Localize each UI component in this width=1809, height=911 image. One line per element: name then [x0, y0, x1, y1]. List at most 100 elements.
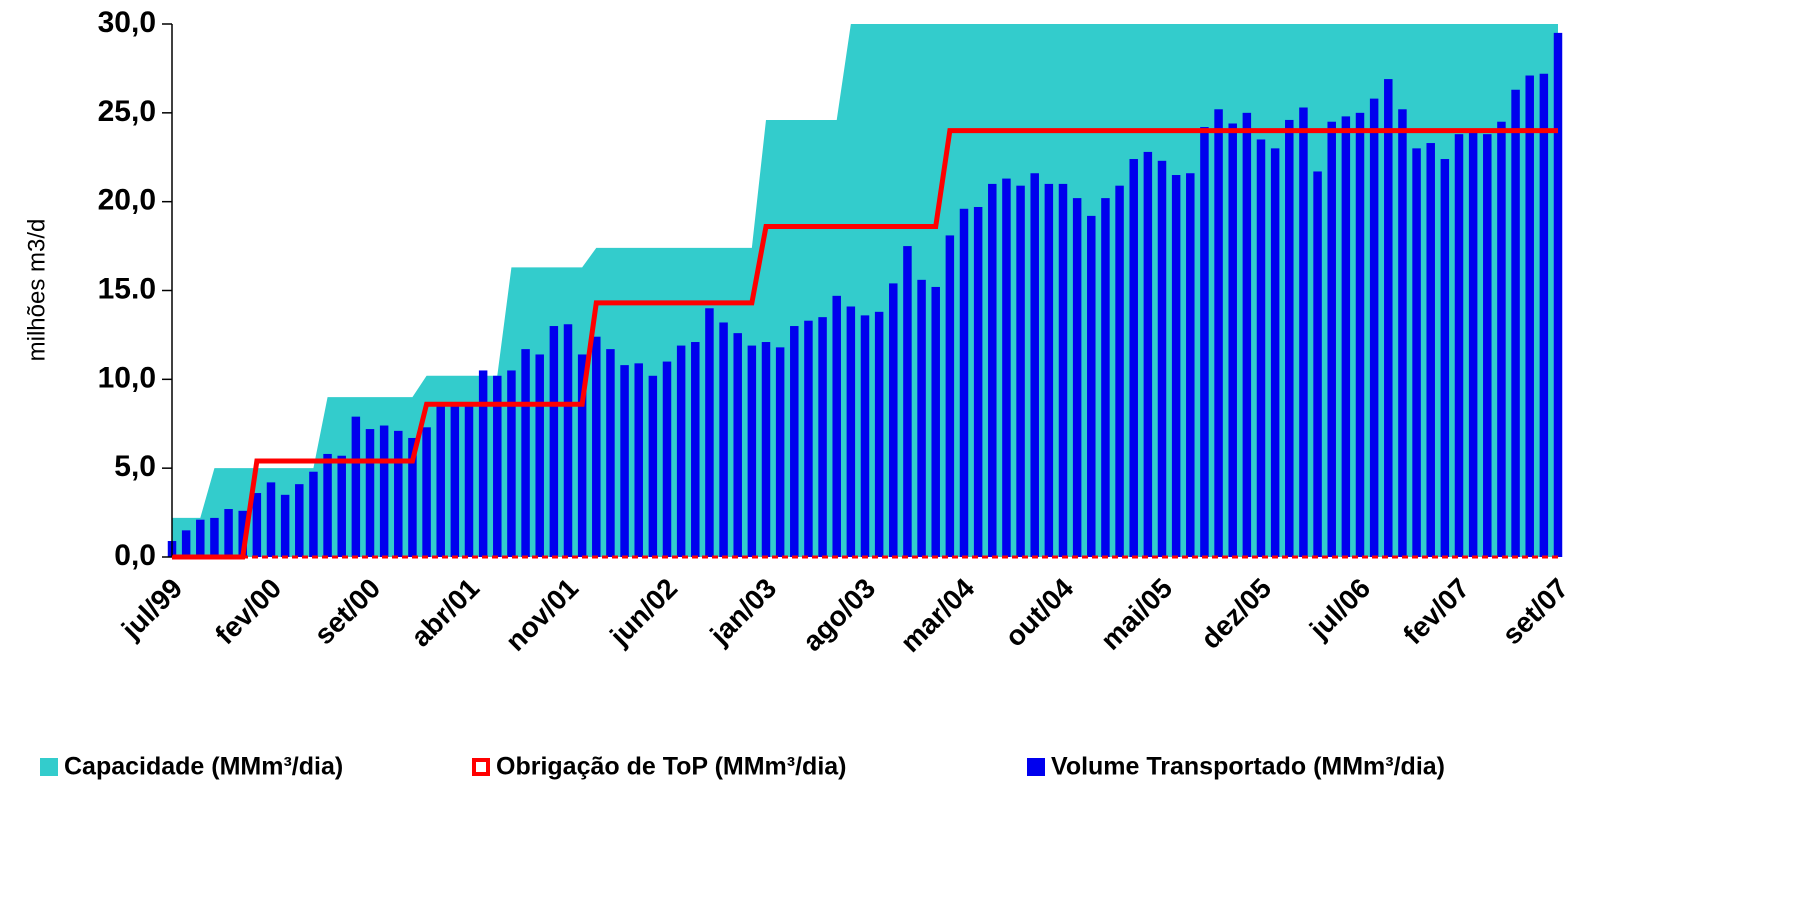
bar [1256, 139, 1266, 557]
bar [719, 322, 728, 557]
bar [903, 246, 912, 558]
bar [874, 311, 884, 557]
bar [535, 354, 544, 557]
bar-layer [167, 32, 1563, 558]
bar [1553, 32, 1563, 557]
bar [577, 354, 587, 557]
bar [181, 530, 191, 557]
x-tick-label: mar/04 [894, 572, 980, 658]
bar [1087, 215, 1096, 557]
bar [761, 342, 771, 557]
bar [1299, 107, 1308, 558]
x-tick-label: jan/03 [703, 572, 782, 651]
bar [337, 455, 346, 557]
line-layer [172, 128, 1558, 560]
bar [280, 494, 290, 557]
bar [606, 349, 615, 557]
bar [464, 404, 474, 557]
legend-label: Capacidade (MMm³/dia) [64, 753, 343, 781]
bar [648, 375, 658, 557]
bar [846, 306, 856, 557]
x-tick-label: jul/99 [115, 572, 188, 645]
legend-label: Obrigação de ToP (MMm³/dia) [496, 753, 847, 781]
bar [493, 375, 502, 557]
bar [804, 320, 813, 557]
bar [266, 482, 276, 557]
y-axis-title: milhões m3/d [23, 219, 50, 362]
bar [224, 509, 233, 557]
bar [1186, 173, 1195, 558]
y-tick-label: 20,0 [98, 184, 156, 217]
bar [1369, 98, 1379, 558]
bar [931, 286, 940, 557]
bar [549, 326, 559, 557]
y-tick-label: 0,0 [114, 539, 156, 572]
bar [422, 427, 431, 557]
bar [365, 429, 375, 557]
bar [563, 324, 573, 557]
bar [1129, 159, 1138, 557]
x-tick-label: abr/01 [405, 572, 485, 652]
y-tick-label: 25,0 [98, 95, 156, 128]
bar [973, 206, 983, 557]
bar [1030, 173, 1039, 558]
bar [705, 308, 714, 557]
x-tick-label: ago/03 [797, 572, 882, 657]
bar [917, 279, 926, 557]
y-tick-label: 5,0 [114, 450, 156, 483]
bar [1171, 175, 1181, 557]
bar [733, 333, 742, 557]
bar [1242, 112, 1252, 557]
bar [889, 283, 898, 557]
bar [1483, 134, 1492, 558]
bar [1398, 109, 1407, 557]
bar [1228, 123, 1237, 557]
x-tick-label: fev/07 [1397, 572, 1475, 650]
bar [1539, 73, 1549, 557]
bar [662, 361, 672, 557]
bar [945, 235, 955, 557]
bar [676, 345, 686, 557]
bar [1525, 75, 1534, 558]
bar [1313, 171, 1322, 558]
bar [1016, 185, 1025, 557]
bar [323, 453, 332, 557]
bar [634, 363, 643, 557]
legend-swatch [1027, 758, 1045, 776]
bar [1002, 178, 1011, 557]
area-layer [172, 24, 1558, 557]
bar [592, 336, 601, 557]
bar [379, 425, 389, 557]
bar [747, 345, 757, 557]
x-tick-label: jun/02 [603, 572, 683, 652]
legend-label: Volume Transportado (MMm³/dia) [1051, 753, 1445, 781]
bar [1497, 121, 1506, 557]
bar [1454, 134, 1464, 558]
bar [1285, 119, 1294, 557]
x-tick-label: fev/00 [209, 572, 287, 650]
bar [818, 317, 827, 557]
x-tick-label: set/00 [308, 572, 386, 650]
capacity-area [172, 24, 1558, 557]
bar [790, 326, 799, 557]
bar [1426, 143, 1435, 557]
x-tick-label: mai/05 [1095, 572, 1179, 656]
bar [620, 365, 629, 557]
bar [1115, 185, 1124, 557]
bar [1157, 160, 1167, 557]
bar [1384, 79, 1393, 558]
y-tick-label: 15.0 [98, 272, 156, 305]
bar [1327, 121, 1336, 557]
bar [394, 430, 403, 557]
bar [507, 370, 516, 557]
bar [1214, 109, 1223, 557]
bar [1440, 159, 1450, 557]
legend-swatch [40, 758, 58, 776]
bar [450, 405, 460, 557]
x-tick-label: nov/01 [500, 572, 585, 657]
bar [196, 519, 205, 557]
bar [1355, 112, 1365, 557]
bar [478, 370, 488, 557]
